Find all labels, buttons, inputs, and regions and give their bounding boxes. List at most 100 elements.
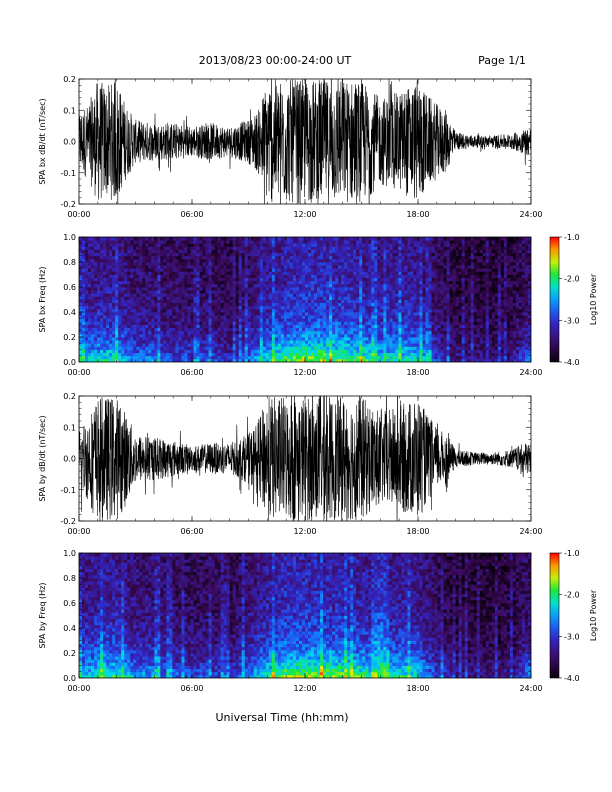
- spectrogram-cell: [422, 299, 426, 304]
- spectrogram-cell: [166, 346, 170, 350]
- panel-1: 0.20.10.0-0.1-0.200:00 06:00 12:00 18:00 24:…: [38, 75, 543, 219]
- spectrogram-cell: [94, 271, 98, 275]
- spectrogram-cell: [82, 305, 86, 310]
- spectrogram-cell: [112, 315, 116, 319]
- spectrogram-cell: [365, 308, 369, 313]
- spectrogram-cell: [130, 277, 134, 282]
- spectrogram-cell: [169, 324, 173, 329]
- spectrogram-cell: [220, 252, 225, 257]
- spectrogram-cell: [187, 330, 191, 335]
- spectrogram-cell: [214, 308, 219, 313]
- spectrogram-cell: [199, 265, 203, 269]
- spectrogram-cell: [413, 343, 417, 347]
- spectrogram-cell: [160, 265, 164, 269]
- spectrogram-cell: [395, 343, 399, 347]
- spectrogram-cell: [277, 258, 282, 263]
- spectrogram-cell: [199, 333, 203, 338]
- spectrogram-cell: [133, 324, 137, 329]
- spectrogram-cell: [268, 262, 273, 266]
- spectrogram-cell: [121, 271, 125, 275]
- spectrogram-cell: [443, 321, 448, 325]
- spectrogram-cell: [247, 299, 252, 304]
- spectrogram-cell: [202, 249, 206, 254]
- spectrogram-cell: [121, 280, 125, 285]
- spectrogram-cell: [115, 246, 119, 250]
- spectrogram-cell: [247, 249, 252, 254]
- spectrogram-cell: [292, 246, 297, 250]
- spectrogram-cell: [392, 337, 396, 341]
- spectrogram-cell: [121, 321, 125, 325]
- spectrogram-cell: [130, 340, 134, 344]
- spectrogram-cell: [166, 262, 170, 266]
- spectrogram-cell: [256, 321, 261, 325]
- spectrogram-cell: [283, 343, 288, 347]
- spectrogram-cell: [271, 271, 276, 275]
- spectrogram-cell: [97, 240, 101, 244]
- spectrogram-cell: [106, 337, 110, 341]
- spectrogram-cell: [416, 312, 420, 316]
- spectrogram-cell: [247, 255, 252, 260]
- spectrogram-cell: [347, 252, 351, 257]
- spectrogram-cell: [392, 302, 396, 307]
- spectrogram-cell: [401, 327, 405, 332]
- spectrogram-cell: [79, 349, 83, 354]
- spectrogram-cell: [175, 255, 179, 260]
- spectrogram-cell: [295, 312, 300, 316]
- spectrogram-cell: [142, 268, 146, 272]
- spectrogram-cell: [383, 355, 387, 360]
- spectrogram-cell: [238, 283, 243, 288]
- spectrogram-cell: [85, 274, 89, 279]
- spectrogram-cell: [79, 343, 83, 347]
- spectrogram-cell: [121, 268, 125, 272]
- spectrogram-cell: [440, 296, 445, 300]
- spectrogram-cell: [109, 262, 113, 266]
- spectrogram-cell: [434, 324, 438, 329]
- spectrogram-cell: [160, 302, 164, 307]
- spectrogram-cell: [151, 243, 155, 247]
- spectrogram-cell: [347, 290, 351, 294]
- spectrogram-cell: [109, 237, 113, 241]
- spectrogram-cell: [374, 352, 378, 357]
- spectrogram-cell: [82, 333, 86, 338]
- spectrogram-cell: [413, 337, 417, 341]
- spectrogram-cell: [308, 255, 312, 260]
- spectrogram-cell: [419, 355, 423, 360]
- spectrogram-cell: [416, 308, 420, 313]
- spectrogram-cell: [383, 290, 387, 294]
- x-axis-label: Universal Time (hh:mm): [216, 711, 349, 724]
- spectrogram-cell: [395, 243, 399, 247]
- spectrogram-cell: [247, 308, 252, 313]
- spectrogram-cell: [127, 243, 131, 247]
- spectrogram-cell: [124, 287, 128, 291]
- spectrogram-cell: [244, 249, 249, 254]
- spectrogram-cell: [335, 271, 339, 275]
- spectrogram-cell: [283, 349, 288, 354]
- spectrogram-cell: [151, 324, 155, 329]
- spectrogram-cell: [362, 346, 366, 350]
- spectrogram-cell: [416, 340, 420, 344]
- spectrogram-cell: [434, 330, 438, 335]
- spectrogram-cell: [347, 324, 351, 329]
- spectrogram-cell: [178, 249, 182, 254]
- spectrogram-cell: [371, 268, 375, 272]
- spectrogram-cell: [241, 262, 246, 266]
- spectrogram-cell: [308, 340, 312, 344]
- spectrogram-cell: [338, 280, 342, 285]
- spectrogram-cell: [271, 274, 276, 279]
- spectrogram-cell: [311, 352, 315, 357]
- spectrogram-cell: [103, 277, 107, 282]
- spectrogram-cell: [320, 330, 324, 335]
- spectrogram-cell: [410, 258, 414, 263]
- spectrogram-cell: [380, 258, 384, 263]
- spectrogram-cell: [244, 299, 249, 304]
- spectrogram-cell: [295, 308, 300, 313]
- spectrogram-cell: [332, 283, 336, 288]
- spectrogram-cell: [127, 274, 131, 279]
- spectrogram-cell: [253, 333, 258, 338]
- spectrogram-cell: [277, 271, 282, 275]
- spectrogram-cell: [79, 258, 83, 263]
- spectrogram-cell: [250, 358, 255, 362]
- spectrogram-cell: [383, 246, 387, 250]
- spectrogram-cell: [187, 293, 191, 297]
- spectrogram-cell: [401, 252, 405, 257]
